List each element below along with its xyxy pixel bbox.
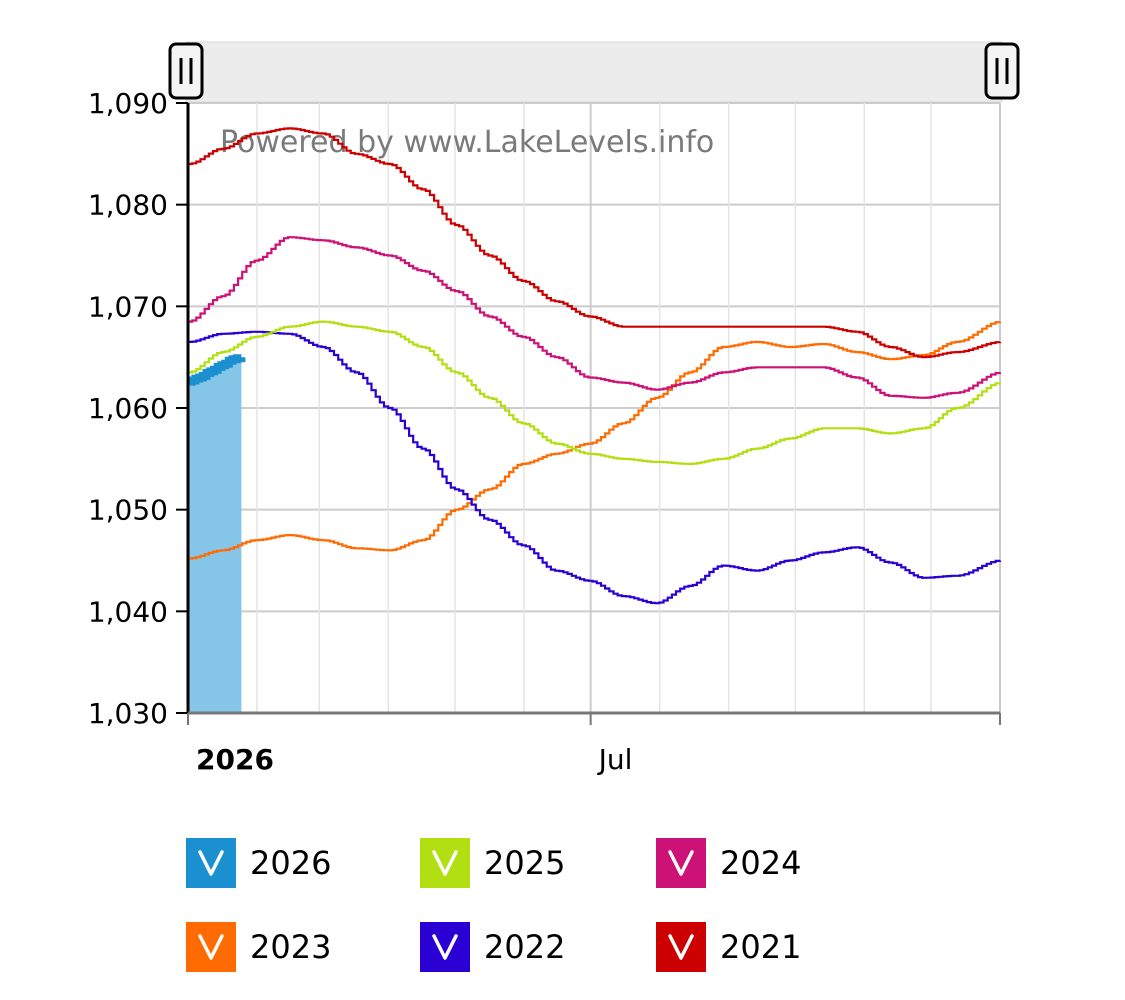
x-tick-label: Jul <box>597 743 633 776</box>
x-axis-ticks: 2026 Jul <box>187 713 1001 776</box>
legend-label: 2024 <box>720 844 802 882</box>
range-scrollbar[interactable] <box>168 41 1020 103</box>
series-line-2024 <box>188 236 1002 399</box>
lake-level-chart: Powered by www.LakeLevels.info 1,030 1,04… <box>88 41 1020 776</box>
checkmark-icon <box>432 934 458 960</box>
series-area-2026 <box>188 357 242 713</box>
legend-checkbox[interactable] <box>186 922 236 972</box>
legend-item-2026[interactable]: 2026 <box>186 838 331 888</box>
y-tick-label: 1,090 <box>88 87 168 120</box>
legend-item-2025[interactable]: 2025 <box>420 838 565 888</box>
checkmark-icon <box>198 850 224 876</box>
checkmark-icon <box>668 850 694 876</box>
legend-item-2023[interactable]: 2023 <box>186 922 331 972</box>
series-layer <box>187 127 1002 713</box>
y-tick-label: 1,050 <box>88 494 168 527</box>
series-line-2022 <box>188 330 1002 605</box>
y-tick-label: 1,080 <box>88 189 168 222</box>
legend-label: 2023 <box>250 928 332 966</box>
range-handle-left[interactable] <box>168 42 204 100</box>
legend-checkbox[interactable] <box>420 838 470 888</box>
legend-item-2022[interactable]: 2022 <box>420 922 565 972</box>
series-line-2025 <box>188 320 1002 465</box>
legend-checkbox[interactable] <box>186 838 236 888</box>
y-tick-label: 1,070 <box>88 290 168 323</box>
y-tick-label: 1,040 <box>88 595 168 628</box>
range-handle-right[interactable] <box>984 42 1020 100</box>
legend-label: 2026 <box>250 844 332 882</box>
legend-label: 2022 <box>484 928 566 966</box>
y-axis-ticks: 1,030 1,040 1,050 1,060 1,070 1,080 1,090 <box>88 87 188 730</box>
legend-checkbox[interactable] <box>656 838 706 888</box>
y-tick-label: 1,030 <box>88 697 168 730</box>
checkmark-icon <box>432 850 458 876</box>
y-tick-label: 1,060 <box>88 392 168 425</box>
series-line-2023 <box>188 321 1002 560</box>
x-tick-label: 2026 <box>196 743 274 776</box>
checkmark-icon <box>668 934 694 960</box>
legend-checkbox[interactable] <box>656 922 706 972</box>
checkmark-icon <box>198 934 224 960</box>
legend-item-2021[interactable]: 2021 <box>656 922 801 972</box>
legend-item-2024[interactable]: 2024 <box>656 838 801 888</box>
legend-label: 2025 <box>484 844 566 882</box>
series-line-2021 <box>188 127 1002 359</box>
grid-lines <box>188 102 1001 713</box>
watermark: Powered by www.LakeLevels.info <box>220 125 714 160</box>
legend-label: 2021 <box>720 928 802 966</box>
series-line-2026 <box>187 354 246 386</box>
legend-checkbox[interactable] <box>420 922 470 972</box>
